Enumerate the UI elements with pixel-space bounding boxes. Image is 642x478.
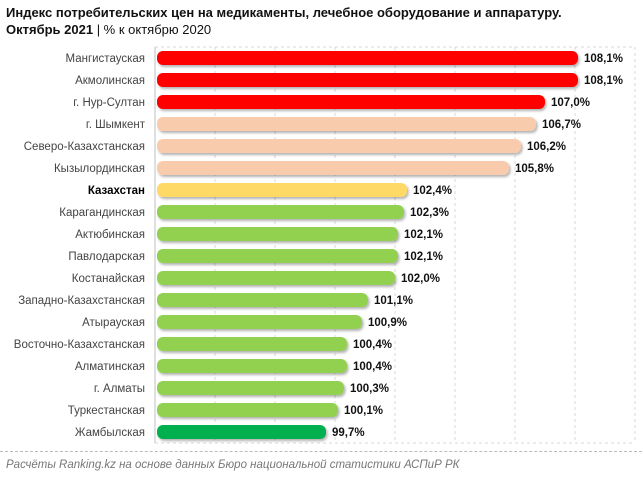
data-label: 102,4% <box>413 185 452 197</box>
category-label: г. Шымкент <box>86 119 146 131</box>
bar <box>157 73 578 87</box>
bar <box>157 359 347 373</box>
data-label: 107,0% <box>551 97 590 109</box>
bar <box>157 271 395 285</box>
category-label: Западно-Казахстанская <box>18 295 145 307</box>
subtitle-period: Октябрь 2021 <box>6 22 94 37</box>
data-label: 102,1% <box>404 251 443 263</box>
bar <box>157 117 536 131</box>
category-label: г. Алматы <box>94 383 145 395</box>
data-label: 99,7% <box>332 427 365 439</box>
data-label: 100,4% <box>353 339 392 351</box>
subtitle-unit: | % к октябрю 2020 <box>93 22 212 37</box>
category-label: Туркестанская <box>68 405 145 417</box>
data-label: 100,4% <box>353 361 392 373</box>
category-label: Алматинская <box>75 361 145 373</box>
bar-chart: Мангистауская 108,1% Акмолинская 108,1% г. Н… <box>14 46 636 444</box>
bar <box>157 183 407 197</box>
category-label: Казахстан <box>88 185 145 197</box>
source-note: Расчёты Ranking.kz на основе данных Бюро… <box>6 459 460 471</box>
bar <box>157 161 509 175</box>
data-label: 106,2% <box>527 141 566 153</box>
category-label: Карагандинская <box>59 207 145 219</box>
category-label: Жамбылская <box>75 427 145 439</box>
category-label: Актюбинская <box>75 229 145 241</box>
category-label: Акмолинская <box>75 75 145 87</box>
data-label: 100,3% <box>350 383 389 395</box>
data-label: 105,8% <box>515 163 554 175</box>
data-label: 101,1% <box>374 295 413 307</box>
data-label: 102,0% <box>401 273 440 285</box>
data-label: 106,7% <box>542 119 581 131</box>
footer-divider <box>0 451 642 452</box>
data-label: 108,1% <box>584 53 623 65</box>
bar <box>157 227 398 241</box>
data-label: 100,9% <box>368 317 407 329</box>
category-label: г. Нур-Султан <box>73 97 145 109</box>
chart-subtitle: Октябрь 2021 | % к октябрю 2020 <box>6 22 211 37</box>
bar <box>157 249 398 263</box>
bar <box>157 381 344 395</box>
bar <box>157 293 368 307</box>
bar <box>157 51 578 65</box>
bar <box>157 315 362 329</box>
category-label: Кызылординская <box>54 163 145 175</box>
category-label: Павлодарская <box>68 251 145 263</box>
bar <box>157 139 521 153</box>
category-label: Восточно-Казахстанская <box>14 339 145 351</box>
category-label: Северо-Казахстанская <box>24 141 145 153</box>
bar <box>157 205 404 219</box>
data-label: 102,1% <box>404 229 443 241</box>
data-label: 102,3% <box>410 207 449 219</box>
data-label: 100,1% <box>344 405 383 417</box>
bar <box>157 425 326 439</box>
bar <box>157 403 338 417</box>
category-label: Атырауская <box>82 317 145 329</box>
category-label: Костанайская <box>72 273 145 285</box>
bar <box>157 337 347 351</box>
bar <box>157 95 545 109</box>
data-label: 108,1% <box>584 75 623 87</box>
chart-title: Индекс потребительских цен на медикамент… <box>6 5 562 20</box>
category-label: Мангистауская <box>65 53 145 65</box>
